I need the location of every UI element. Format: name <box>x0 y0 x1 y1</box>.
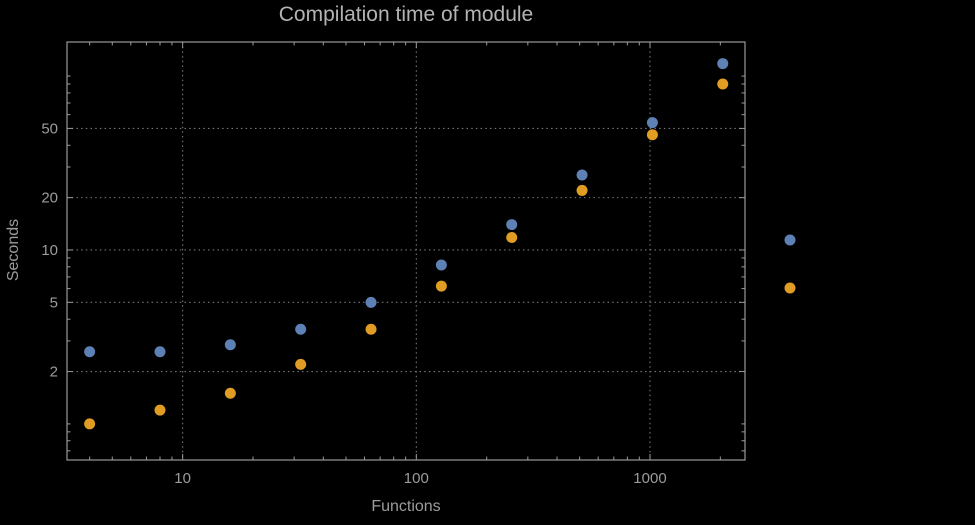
y-tick-label: 10 <box>41 242 58 259</box>
orange-series-point <box>295 358 307 370</box>
y-tick-label: 50 <box>41 120 58 137</box>
legend-marker-orange <box>784 282 796 294</box>
blue-series-point <box>365 296 377 308</box>
orange-series-point <box>154 404 166 416</box>
blue-series-point <box>154 346 166 358</box>
blue-series-point <box>646 117 658 129</box>
chart-title: Compilation time of module <box>278 3 534 26</box>
blue-series-point <box>506 219 518 231</box>
orange-series-point <box>224 387 236 399</box>
blue-series-point <box>435 259 447 271</box>
y-tick-label: 5 <box>50 294 58 311</box>
blue-series-point <box>717 58 729 70</box>
x-tick-label: 1000 <box>633 470 666 487</box>
y-tick-label: 2 <box>50 364 58 381</box>
orange-series-point <box>506 231 518 243</box>
x-tick-label: 10 <box>174 470 191 487</box>
y-axis-label: Seconds <box>5 218 22 282</box>
orange-series-point <box>576 184 588 196</box>
orange-series-point <box>84 418 96 430</box>
blue-series-point <box>224 339 236 351</box>
orange-series-point <box>646 129 658 141</box>
orange-series-point <box>365 323 377 335</box>
blue-series-point <box>576 169 588 181</box>
orange-series-point <box>435 280 447 292</box>
x-tick-label: 100 <box>404 470 429 487</box>
orange-series-point <box>717 78 729 90</box>
blue-series-point <box>84 346 96 358</box>
blue-series-point <box>295 323 307 335</box>
legend-marker-blue <box>784 234 796 246</box>
y-tick-label: 20 <box>41 190 58 207</box>
plot-frame <box>66 41 746 461</box>
x-axis-label: Functions <box>371 498 441 515</box>
